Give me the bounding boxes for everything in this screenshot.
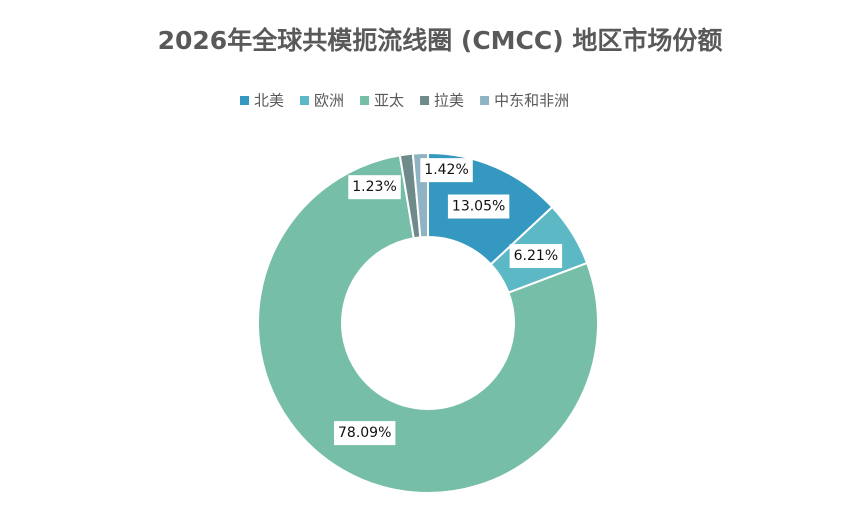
chart-title: 2026年全球共模扼流线圈 (CMCC) 地区市场份额 xyxy=(158,26,723,55)
legend-label: 中东和非洲 xyxy=(494,92,569,110)
data-label-bg xyxy=(348,175,401,200)
legend: 北美 欧洲 亚太 拉美 中东和非洲 xyxy=(240,92,569,110)
legend-label: 北美 xyxy=(254,92,284,110)
data-label-bg xyxy=(334,421,396,446)
legend-swatch xyxy=(360,96,370,105)
data-label: 13.05% xyxy=(452,199,505,215)
data-label: 6.21% xyxy=(514,248,558,264)
legend-swatch xyxy=(240,96,249,105)
slices xyxy=(257,151,599,494)
legend-swatch xyxy=(300,96,310,105)
data-label-bg xyxy=(447,194,510,219)
data-label-bg xyxy=(420,158,473,183)
data-label: 1.42% xyxy=(424,162,468,178)
data-label: 1.23% xyxy=(352,179,396,195)
labels: 13.05% 6.21% 78.09% 1.23% 1.42% xyxy=(334,158,563,446)
data-label: 78.09% xyxy=(338,425,391,441)
data-label-bg xyxy=(509,243,563,268)
donut-slice xyxy=(257,154,599,494)
legend-label: 拉美 xyxy=(434,92,464,110)
legend-label: 亚太 xyxy=(374,92,404,110)
legend-label: 欧洲 xyxy=(314,92,344,110)
legend-swatch xyxy=(480,96,490,105)
legend-swatch xyxy=(420,96,430,105)
